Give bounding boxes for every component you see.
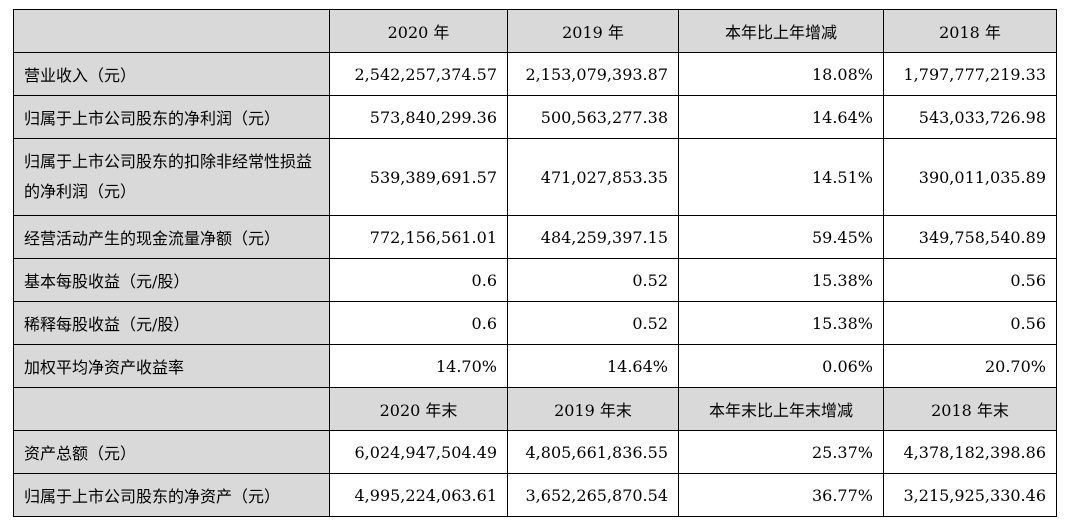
value-2018: 1,797,777,219.33 [883,52,1057,96]
value-2018: 543,033,726.98 [883,95,1057,139]
value-2020: 539,389,691.57 [329,138,508,216]
value-2018: 0.56 [883,258,1057,302]
row-label: 加权平均净资产收益率 [13,344,330,388]
value-change: 59.45% [678,215,884,259]
value-2018: 390,011,035.89 [883,138,1057,216]
header-cell-2018: 2018 年 [883,9,1057,53]
value-2018: 0.56 [883,301,1057,345]
header-cell-2020-end: 2020 年末 [329,387,508,431]
value-change: 15.38% [678,258,884,302]
value-2020: 14.70% [329,344,508,388]
value-2019: 471,027,853.35 [507,138,679,216]
value-2019: 14.64% [507,344,679,388]
row-label: 归属于上市公司股东的净资产（元） [13,473,330,517]
value-2018: 349,758,540.89 [883,215,1057,259]
row-label: 归属于上市公司股东的净利润（元） [13,95,330,139]
row-label: 经营活动产生的现金流量净额（元） [13,215,330,259]
value-change: 14.64% [678,95,884,139]
row-label: 资产总额（元） [13,430,330,474]
header-cell-2018-end: 2018 年末 [883,387,1057,431]
value-2018: 4,378,182,398.86 [883,430,1057,474]
value-2020: 573,840,299.36 [329,95,508,139]
value-2020: 0.6 [329,301,508,345]
value-change: 14.51% [678,138,884,216]
header-cell-2019: 2019 年 [507,9,679,53]
value-2019: 4,805,661,836.55 [507,430,679,474]
value-2019: 2,153,079,393.87 [507,52,679,96]
table-row-weighted-roe: 加权平均净资产收益率 14.70% 14.64% 0.06% 20.70% [13,344,1057,388]
value-2019: 0.52 [507,301,679,345]
row-label: 稀释每股收益（元/股） [13,301,330,345]
row-label: 归属于上市公司股东的扣除非经常性损益的净利润（元） [13,138,330,216]
header-cell-2020: 2020 年 [329,9,508,53]
table-row-basic-eps: 基本每股收益（元/股） 0.6 0.52 15.38% 0.56 [13,258,1057,302]
value-2018: 20.70% [883,344,1057,388]
table-row-net-assets: 归属于上市公司股东的净资产（元） 4,995,224,063.61 3,652,… [13,473,1057,517]
header-cell-change-end: 本年末比上年末增减 [678,387,884,431]
value-change: 25.37% [678,430,884,474]
row-label: 基本每股收益（元/股） [13,258,330,302]
value-2020: 0.6 [329,258,508,302]
table-row-adjusted-net-profit: 归属于上市公司股东的扣除非经常性损益的净利润（元） 539,389,691.57… [13,138,1057,216]
value-2019: 500,563,277.38 [507,95,679,139]
value-change: 15.38% [678,301,884,345]
table-row-net-profit: 归属于上市公司股东的净利润（元） 573,840,299.36 500,563,… [13,95,1057,139]
value-2020: 4,995,224,063.61 [329,473,508,517]
value-change: 18.08% [678,52,884,96]
value-2019: 3,652,265,870.54 [507,473,679,517]
header-cell-2019-end: 2019 年末 [507,387,679,431]
table-row-revenue: 营业收入（元） 2,542,257,374.57 2,153,079,393.8… [13,52,1057,96]
value-2020: 2,542,257,374.57 [329,52,508,96]
header-row-annual: 2020 年 2019 年 本年比上年增减 2018 年 [13,9,1057,53]
value-2020: 772,156,561.01 [329,215,508,259]
header-cell-blank [13,387,330,431]
table-row-operating-cash-flow: 经营活动产生的现金流量净额（元） 772,156,561.01 484,259,… [13,215,1057,259]
financial-summary-table: 2020 年 2019 年 本年比上年增减 2018 年 营业收入（元） 2,5… [13,9,1057,517]
value-2019: 0.52 [507,258,679,302]
table-row-total-assets: 资产总额（元） 6,024,947,504.49 4,805,661,836.5… [13,430,1057,474]
header-cell-change: 本年比上年增减 [678,9,884,53]
header-row-year-end: 2020 年末 2019 年末 本年末比上年末增减 2018 年末 [13,387,1057,431]
value-2020: 6,024,947,504.49 [329,430,508,474]
value-change: 36.77% [678,473,884,517]
row-label: 营业收入（元） [13,52,330,96]
header-cell-blank [13,9,330,53]
value-2019: 484,259,397.15 [507,215,679,259]
value-2018: 3,215,925,330.46 [883,473,1057,517]
table-row-diluted-eps: 稀释每股收益（元/股） 0.6 0.52 15.38% 0.56 [13,301,1057,345]
value-change: 0.06% [678,344,884,388]
